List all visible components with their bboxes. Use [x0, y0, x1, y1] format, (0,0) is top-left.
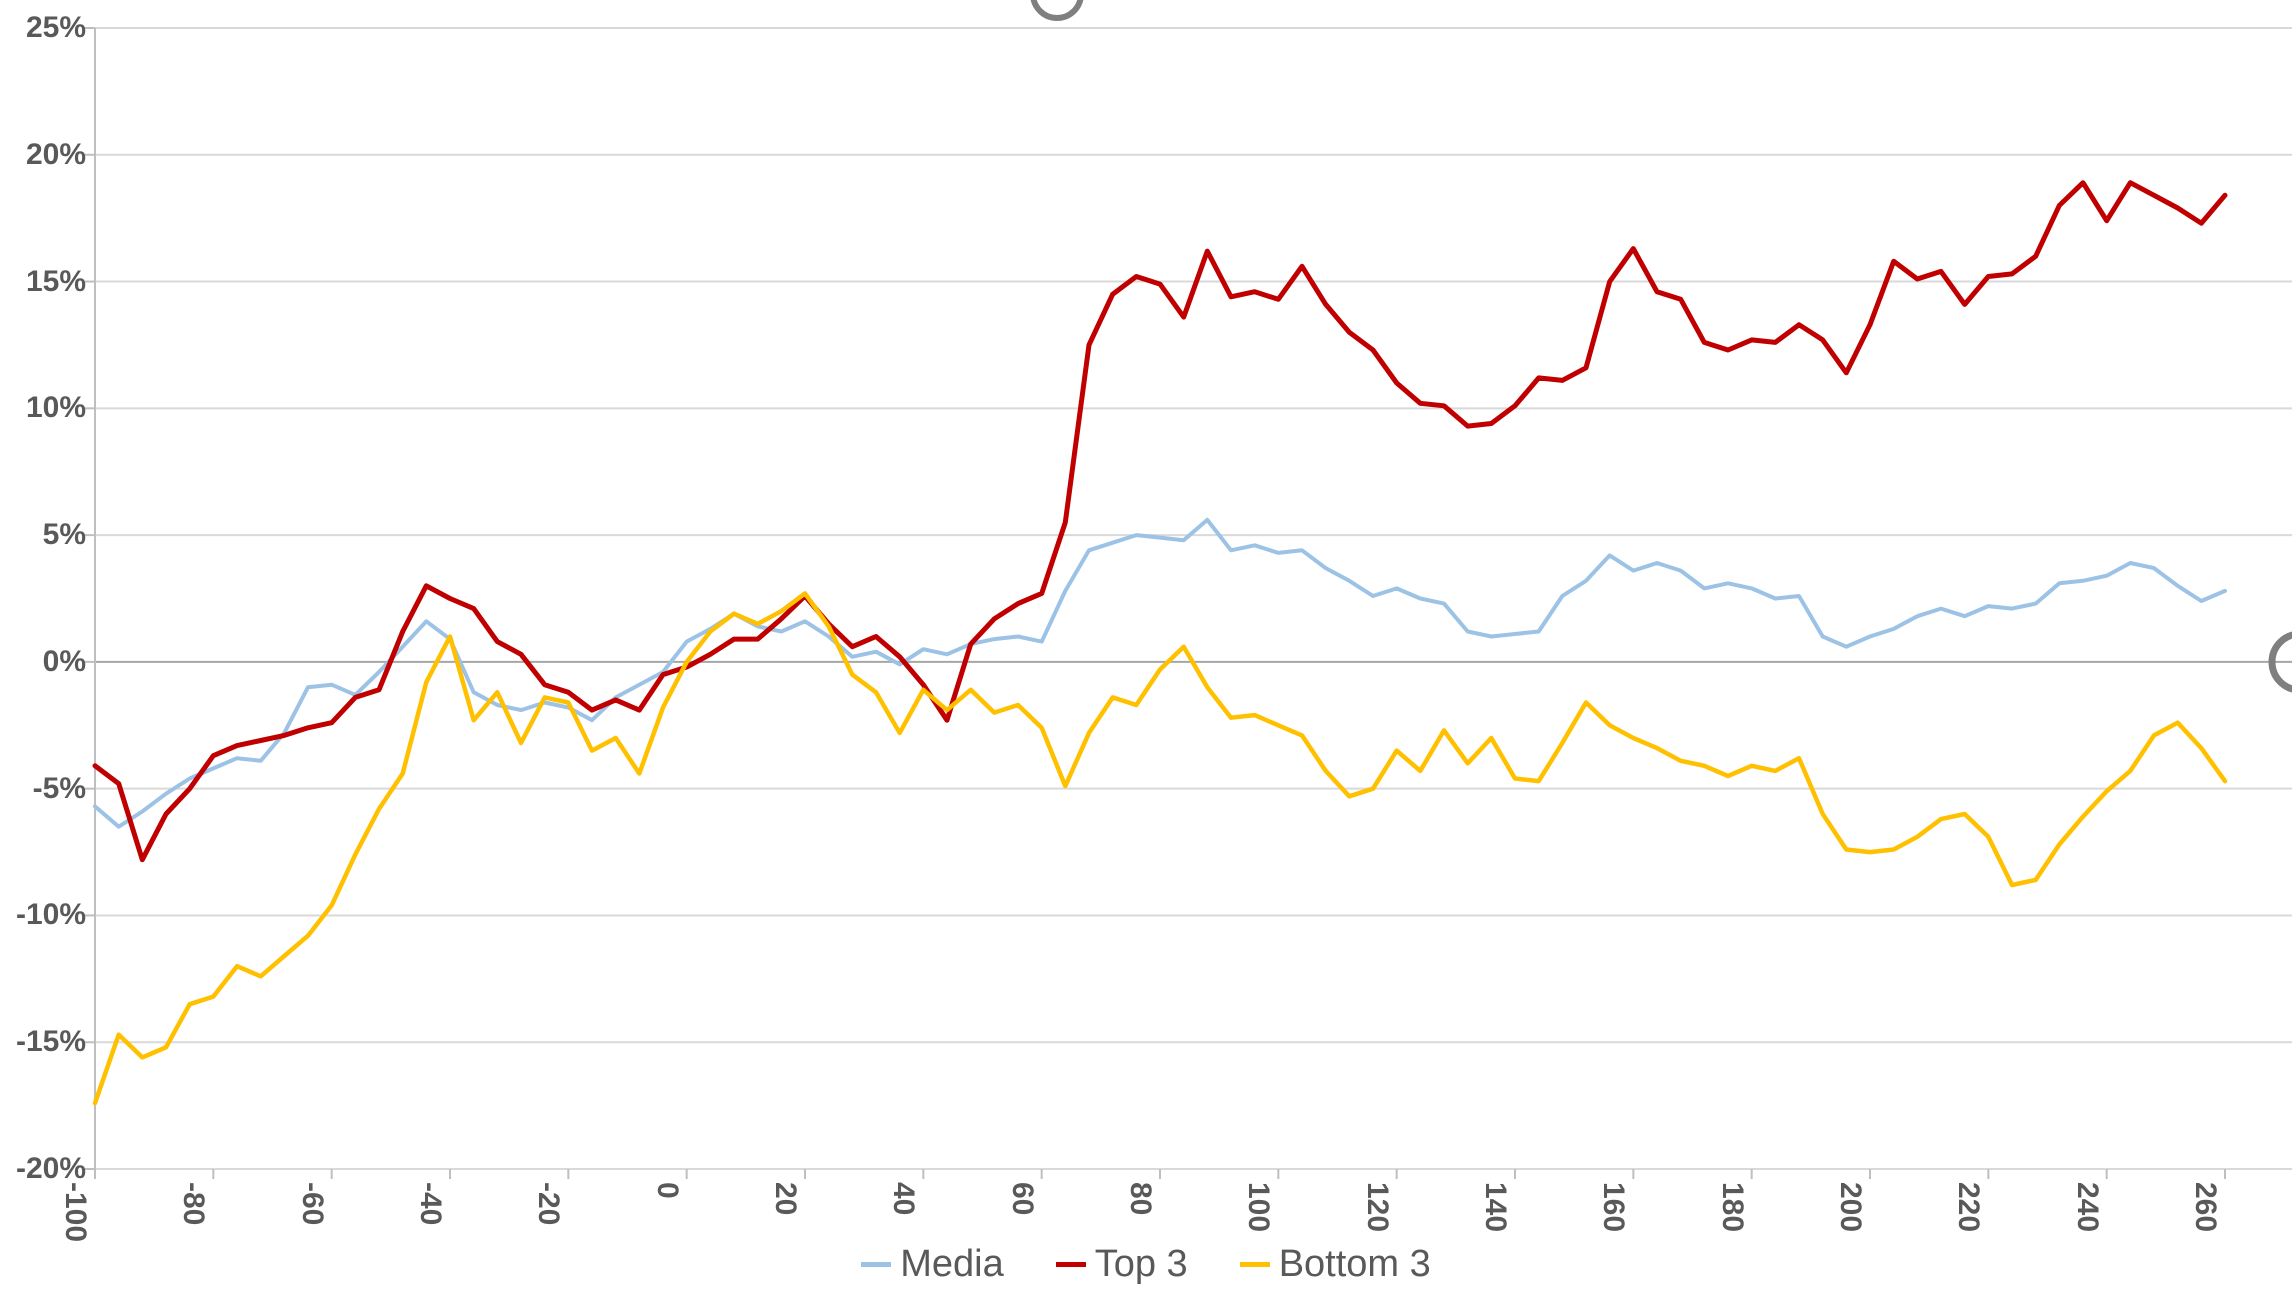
x-axis-tick-label: 140 — [1479, 1182, 1512, 1233]
bottom3-line-swatch — [1239, 1262, 1270, 1267]
y-axis-tick-label: -5% — [32, 771, 86, 805]
y-axis-tick-label: 10% — [25, 391, 86, 425]
y-axis-tick-label: 0% — [42, 644, 86, 678]
x-axis-tick-label: -80 — [177, 1182, 211, 1226]
y-axis-tick-label: 15% — [25, 264, 86, 298]
x-axis-tick-label: 180 — [1715, 1182, 1749, 1233]
x-axis-tick-label: 240 — [2070, 1182, 2104, 1233]
x-axis-tick-label: 100 — [1242, 1182, 1276, 1233]
clipped-circle-right — [2268, 631, 2292, 693]
y-axis-tick-label: -20% — [15, 1152, 86, 1185]
x-axis-tick-label: 200 — [1834, 1182, 1867, 1233]
legend-label-bottom3: Bottom 3 — [1278, 1243, 1431, 1285]
legend-label-top3: Top 3 — [1094, 1243, 1188, 1285]
x-axis-tick-label: 160 — [1597, 1182, 1631, 1233]
x-axis-tick-label: 20 — [769, 1182, 802, 1216]
legend-item-top3: Top 3 — [1055, 1243, 1188, 1286]
legend-item-media: Media — [861, 1243, 1004, 1286]
x-axis-tick-label: -100 — [59, 1182, 92, 1243]
y-axis-tick-label: -10% — [15, 898, 86, 932]
legend-item-bottom3: Bottom 3 — [1239, 1243, 1431, 1286]
x-axis-tick-label: 220 — [1952, 1182, 1986, 1233]
x-axis-tick-label: -40 — [414, 1182, 447, 1226]
y-axis-tick-label: 20% — [25, 137, 86, 171]
top3-line-swatch — [1055, 1262, 1086, 1267]
x-axis-tick-label: -60 — [295, 1182, 329, 1226]
y-axis-tick-label: -15% — [15, 1025, 86, 1059]
y-axis-tick-label: 5% — [42, 518, 86, 552]
legend-label-media: Media — [900, 1243, 1004, 1285]
x-axis-tick-label: -20 — [532, 1182, 566, 1226]
x-axis-tick-label: 40 — [887, 1182, 921, 1216]
y-axis-tick-label: 25% — [25, 11, 86, 44]
x-axis-tick-label: 0 — [650, 1182, 684, 1199]
x-axis-tick-label: 80 — [1124, 1182, 1157, 1216]
x-axis-tick-label: 260 — [2189, 1182, 2222, 1233]
x-axis-tick-label: 60 — [1005, 1182, 1039, 1216]
clipped-circle-top — [1030, 0, 1084, 21]
series-line-bottom-3 — [92, 591, 2228, 1106]
x-axis-tick-label: 120 — [1360, 1182, 1394, 1233]
legend: Media Top 3 Bottom 3 — [0, 1243, 2292, 1286]
media-line-swatch — [861, 1262, 892, 1267]
series-line-top-3 — [92, 180, 2228, 863]
